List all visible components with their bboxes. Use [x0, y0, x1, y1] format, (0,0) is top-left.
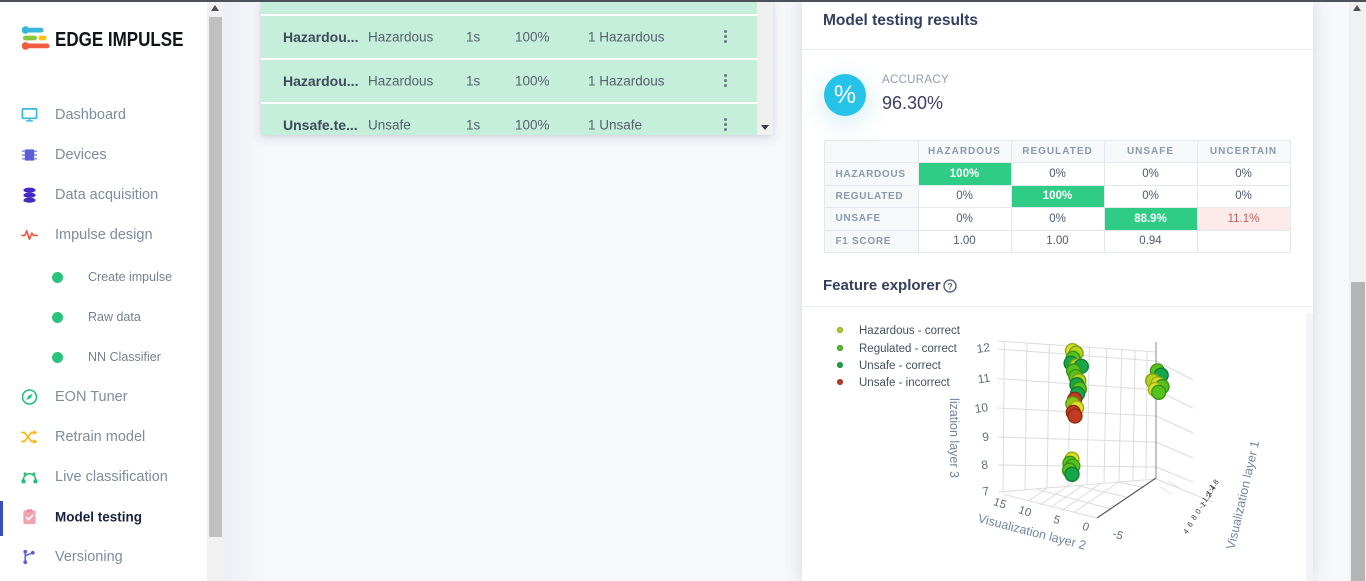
svg-text:9: 9 [981, 429, 990, 444]
svg-text:Visualization layer 1: Visualization layer 1 [1224, 439, 1263, 550]
svg-text:8: 8 [1189, 513, 1199, 522]
svg-text:Visualization layer 2: Visualization layer 2 [977, 511, 1088, 552]
svg-text:lization layer 3: lization layer 3 [947, 398, 961, 478]
svg-text:7: 7 [981, 484, 990, 499]
svg-text:4: 4 [1181, 527, 1191, 536]
svg-text:11: 11 [977, 371, 992, 387]
svg-text:12: 12 [976, 340, 991, 356]
svg-text:0: 0 [1193, 507, 1203, 516]
svg-text:6: 6 [1185, 520, 1195, 529]
svg-text:-5: -5 [1111, 528, 1125, 543]
svg-text:-1: -1 [1196, 500, 1207, 511]
svg-text:0: 0 [1081, 521, 1091, 534]
svg-text:10: 10 [974, 400, 989, 416]
svg-text:5: 5 [1052, 514, 1062, 527]
svg-text:8: 8 [980, 457, 989, 472]
svg-text:?: ? [947, 281, 953, 291]
svg-text:10: 10 [1017, 504, 1033, 520]
svg-text:15: 15 [992, 496, 1008, 512]
